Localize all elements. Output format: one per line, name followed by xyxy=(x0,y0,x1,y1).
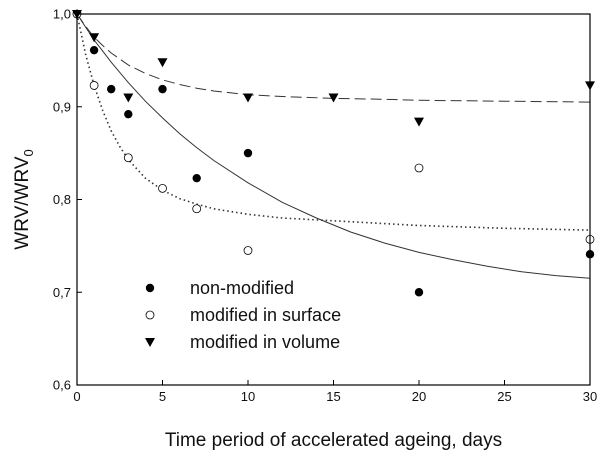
data-point xyxy=(158,183,167,193)
x-tick-label: 5 xyxy=(159,389,166,404)
data-point xyxy=(414,288,424,297)
y-tick-label: 0,9 xyxy=(53,99,71,114)
data-point xyxy=(158,84,167,94)
x-tick-label: 0 xyxy=(73,389,80,404)
data-point xyxy=(328,93,339,103)
data-point xyxy=(243,148,253,158)
fit-curves xyxy=(76,13,591,279)
legend: non-modified modified in surface modified … xyxy=(145,278,341,352)
data-point xyxy=(414,117,424,127)
data-point xyxy=(123,93,134,103)
data-point xyxy=(243,93,253,103)
x-tick-label: 20 xyxy=(412,389,426,404)
axis-ticks xyxy=(76,13,591,386)
y-axis-title-subscript: 0 xyxy=(21,149,36,156)
x-axis-title: Time period of accelerated ageing, days xyxy=(165,430,502,451)
data-point xyxy=(124,109,133,119)
x-tick-label: 15 xyxy=(326,389,340,404)
data-point xyxy=(123,153,133,163)
x-tick-label: 25 xyxy=(497,389,511,404)
data-point xyxy=(89,81,99,90)
legend-marker xyxy=(145,283,155,293)
data-point xyxy=(414,163,424,173)
y-axis-title: WRV/WRV0 xyxy=(12,149,36,249)
data-point xyxy=(89,45,99,55)
data-point xyxy=(157,58,168,68)
legend-marker xyxy=(145,310,155,320)
fit-curve-2 xyxy=(76,13,591,231)
legend-label: modified in surface xyxy=(190,305,341,325)
data-point xyxy=(192,173,201,183)
data-point xyxy=(192,204,202,214)
legend-label: modified in volume xyxy=(190,332,340,352)
y-tick-label: 0,7 xyxy=(53,285,71,300)
legend-label: non-modified xyxy=(190,278,294,298)
fit-curve-1 xyxy=(76,13,591,279)
fit-curve-3 xyxy=(76,13,591,103)
data-point xyxy=(89,33,100,43)
y-axis-title-main: WRV/WRV xyxy=(12,156,33,250)
data-point xyxy=(243,246,253,255)
x-tick-label: 10 xyxy=(241,389,255,404)
data-point xyxy=(107,84,116,94)
data-markers xyxy=(72,9,595,297)
x-tick-label: 30 xyxy=(583,389,597,404)
legend-marker xyxy=(145,338,155,347)
y-tick-label: 1,0 xyxy=(53,7,71,22)
y-tick-label: 0,6 xyxy=(53,378,71,393)
y-tick-label: 0,8 xyxy=(53,192,71,207)
axis-tick-labels: 0 5 10 15 20 25 30 0,6 0,7 0,8 0,9 1,0 xyxy=(53,7,597,405)
plot-frame xyxy=(76,13,591,386)
